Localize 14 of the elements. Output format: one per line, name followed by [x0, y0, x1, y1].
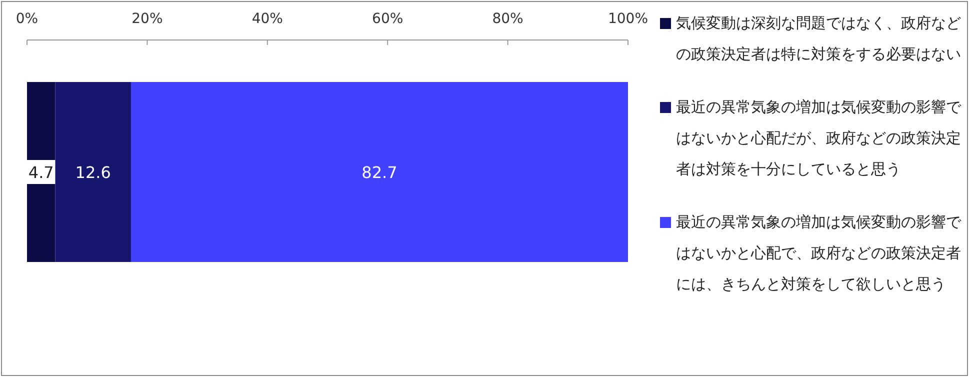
data-label: 12.6: [75, 163, 111, 182]
data-label: 4.7: [28, 163, 54, 182]
bar: [130, 82, 628, 262]
bar: [55, 82, 131, 262]
x-tick-label: 0%: [16, 11, 38, 27]
legend-label: 最近の異常気象の増加は気候変動の影響ではないかと心配で、政府などの政策決定者には、きちんと対策をして欲しいと思う: [676, 213, 961, 293]
x-tick-label: 60%: [372, 11, 404, 27]
data-label: 82.7: [362, 163, 398, 182]
x-tick-label: 80%: [492, 11, 524, 27]
legend-label: 気候変動は深刻な問題ではなく、政府などの政策決定者は特に対策をする必要はない: [676, 14, 961, 63]
x-tick-label: 20%: [132, 11, 163, 27]
legend-label: 最近の異常気象の増加は気候変動の影響ではないかと心配だが、政府などの政策決定者は対策を十分にしていると思う: [676, 98, 961, 178]
x-tick-label: 100%: [608, 11, 648, 27]
x-tick-label: 40%: [252, 11, 283, 27]
